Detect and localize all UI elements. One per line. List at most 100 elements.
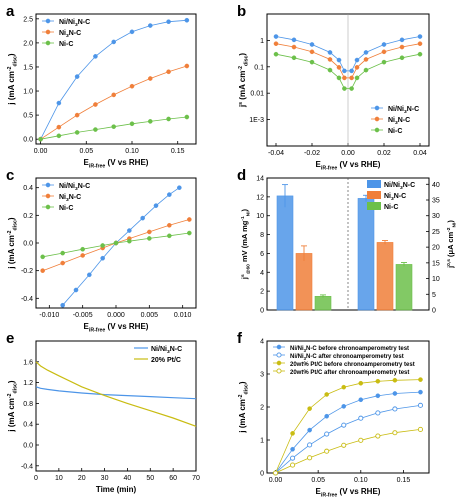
y2-axis-label: j0,s (μA cm-2Ni) <box>446 220 457 269</box>
x-tick-label: 0.010 <box>174 312 192 319</box>
x-tick-label: 0.00 <box>269 477 283 484</box>
label-part: s <box>241 274 246 277</box>
label-part: N <box>69 194 74 201</box>
legend-marker <box>45 40 51 46</box>
x-tick-label: 0.15 <box>171 148 185 155</box>
label-part: Ni/ <box>290 346 298 352</box>
series-line <box>40 19 187 140</box>
bar-left <box>314 296 332 311</box>
series-line <box>62 187 180 306</box>
data-point <box>60 250 65 256</box>
x-tick-label: 40 <box>124 475 132 482</box>
data-point <box>392 377 398 383</box>
label-part: j <box>446 266 455 269</box>
data-point <box>74 112 80 118</box>
data-point <box>324 431 330 437</box>
data-point <box>417 426 424 432</box>
bar-right <box>357 198 375 311</box>
data-point <box>336 75 342 81</box>
label-part: Ni <box>68 19 75 26</box>
x-axis-label: EiR-free (V vs RHE) <box>316 487 381 498</box>
label-part: j (mA cm <box>7 398 16 433</box>
label-part: ) <box>240 208 249 211</box>
data-point <box>417 34 423 39</box>
label-part: 3 <box>404 109 407 115</box>
label-part: (μA cm <box>446 231 455 259</box>
data-point <box>309 42 315 47</box>
y-tick-label: 0.8 <box>23 401 33 408</box>
bar-right <box>376 242 394 311</box>
label-part: -1 <box>240 216 246 221</box>
data-point <box>349 68 354 74</box>
data-point <box>341 384 347 390</box>
data-point <box>147 76 153 81</box>
label-part: iR-free <box>321 165 338 171</box>
data-point <box>358 380 364 386</box>
data-point <box>358 415 364 421</box>
label-part: E <box>316 487 322 496</box>
data-point <box>399 55 405 61</box>
x-tick-label: 30 <box>101 475 109 482</box>
panel-label: d <box>237 167 246 184</box>
plot-frame <box>266 340 430 474</box>
data-point <box>140 215 145 221</box>
data-point <box>392 406 398 412</box>
x-tick-label: -0.02 <box>304 150 320 157</box>
legend-label: Ni-C <box>388 128 402 135</box>
label-part: ) <box>238 53 247 56</box>
label-part: -C <box>399 193 406 200</box>
label-part: Ni-C <box>59 205 73 212</box>
data-point <box>363 67 369 73</box>
data-point <box>100 243 105 248</box>
data-point <box>272 470 279 476</box>
label-part: ) <box>7 217 16 220</box>
label-part: -2 <box>7 66 13 71</box>
data-point <box>184 63 190 69</box>
data-point <box>93 127 98 132</box>
data-point <box>363 57 369 62</box>
legend-label: Ni/Ni3N-C before chronoamperometry test <box>290 346 409 353</box>
label-part: Ni <box>388 117 395 124</box>
data-point <box>153 203 159 208</box>
data-point <box>309 59 315 65</box>
data-point <box>417 51 423 57</box>
data-point <box>290 455 296 461</box>
y-tick-label: 0.0 <box>23 443 33 450</box>
data-point <box>349 86 354 91</box>
y-tick-label: 0.01 <box>250 91 264 98</box>
legend-marker <box>45 182 51 188</box>
panel-label: c <box>6 167 14 184</box>
y-axis-label: j (mA cm-2disc) <box>7 380 19 433</box>
data-point <box>341 442 347 448</box>
y2-tick-label: 40 <box>432 182 440 189</box>
data-point <box>166 69 171 75</box>
data-point <box>93 102 98 107</box>
label-part: disc <box>243 384 249 394</box>
label-part: disc <box>12 383 18 393</box>
panel-label: e <box>6 330 14 347</box>
label-part: Ni-C <box>388 128 402 135</box>
label-part: -C <box>74 30 81 37</box>
data-point <box>349 75 354 81</box>
data-point <box>358 437 364 443</box>
y-tick-label: 1.5 <box>23 64 33 71</box>
data-point <box>60 302 65 308</box>
label-part: iR-free <box>89 327 106 333</box>
legend-marker <box>45 18 51 24</box>
y-axis-label: j (mA cm-2disc) <box>7 53 19 106</box>
data-point <box>399 37 405 43</box>
legend-label: 20wt% Pt/C after chronoamperometry test <box>290 370 409 376</box>
series-line <box>35 386 197 400</box>
data-point <box>60 260 65 266</box>
bar-left <box>295 253 313 311</box>
y-tick-label: 0.2 <box>23 213 33 220</box>
data-point <box>392 391 398 396</box>
label-part: 3 <box>66 33 69 39</box>
label-part: -2 <box>238 66 244 71</box>
y-tick-label: 4 <box>260 270 264 277</box>
label-part: -C <box>83 19 90 26</box>
y2-tick-label: 0 <box>432 308 436 315</box>
data-point <box>375 433 381 439</box>
series-line <box>275 43 421 79</box>
